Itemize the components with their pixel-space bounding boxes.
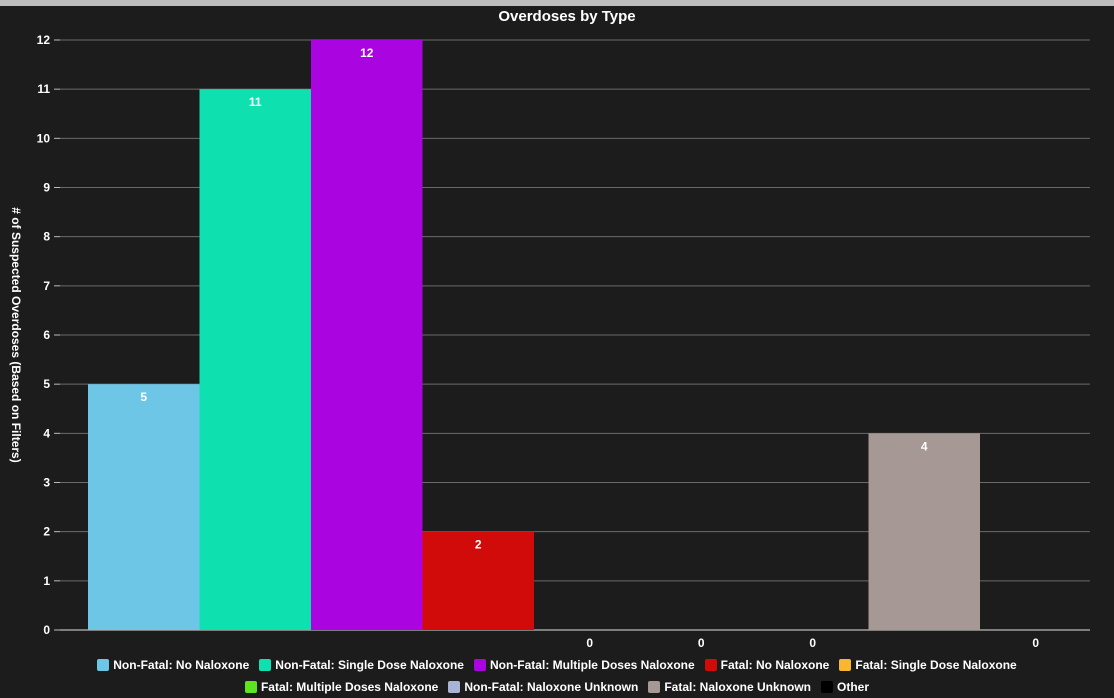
y-tick-label: 9	[43, 181, 50, 195]
legend-item[interactable]: Non-Fatal: No Naloxone	[97, 654, 249, 676]
data-label: 0	[1032, 636, 1039, 650]
legend-label: Fatal: Single Dose Naloxone	[855, 658, 1017, 672]
legend-item[interactable]: Non-Fatal: Multiple Doses Naloxone	[473, 654, 695, 676]
bar[interactable]	[199, 89, 312, 630]
data-label: 0	[586, 636, 593, 650]
data-label: 12	[360, 46, 374, 60]
bar[interactable]	[311, 40, 423, 630]
legend-swatch	[704, 659, 717, 671]
y-tick-label: 6	[43, 328, 50, 342]
y-tick-label: 10	[37, 131, 51, 145]
y-tick-label: 4	[43, 426, 50, 440]
data-labels: 5 11 12 2 0 0 0 4 0	[140, 46, 1039, 650]
top-bar	[0, 0, 1114, 6]
legend-swatch	[448, 681, 461, 693]
legend-label: Non-Fatal: Single Dose Naloxone	[275, 658, 464, 672]
legend-item[interactable]: Fatal: Multiple Doses Naloxone	[244, 676, 439, 698]
data-label: 5	[140, 390, 147, 404]
bar[interactable]	[422, 531, 535, 630]
legend-item[interactable]: Fatal: Single Dose Naloxone	[839, 654, 1017, 676]
legend-swatch	[97, 659, 110, 671]
bars	[88, 40, 980, 630]
y-tick-label: 2	[43, 525, 50, 539]
y-tick-label: 3	[43, 476, 50, 490]
legend-row: Fatal: Multiple Doses Naloxone Non-Fatal:…	[0, 676, 1114, 698]
legend-item[interactable]: Non-Fatal: Single Dose Naloxone	[259, 654, 464, 676]
y-tick-label: 7	[43, 279, 50, 293]
legend-row: Non-Fatal: No Naloxone Non-Fatal: Single …	[0, 654, 1114, 676]
legend-label: Non-Fatal: Naloxone Unknown	[464, 680, 639, 694]
y-tick-label: 12	[37, 33, 51, 47]
data-label: 0	[698, 636, 705, 650]
legend-swatch	[259, 659, 272, 671]
legend-item[interactable]: Fatal: Naloxone Unknown	[648, 676, 811, 698]
legend-swatch	[839, 659, 852, 671]
data-label: 11	[249, 95, 262, 109]
legend-item[interactable]: Non-Fatal: Naloxone Unknown	[448, 676, 638, 698]
legend-label: Fatal: Multiple Doses Naloxone	[260, 680, 439, 694]
legend-label: Non-Fatal: No Naloxone	[113, 658, 250, 672]
legend-item[interactable]: Other	[821, 676, 869, 698]
legend-swatch	[473, 659, 486, 671]
data-label: 4	[921, 439, 928, 453]
y-axis-label: # of Suspected Overdoses (Based on Filte…	[9, 207, 23, 462]
legend-item[interactable]: Fatal: No Naloxone	[704, 654, 830, 676]
legend-label: Fatal: Naloxone Unknown	[664, 680, 812, 694]
y-tick-label: 0	[43, 623, 50, 637]
chart-title: Overdoses by Type	[498, 8, 635, 25]
legend-swatch	[648, 681, 661, 693]
y-tick-label: 11	[37, 82, 50, 96]
y-tick-label: 5	[43, 377, 50, 391]
data-label: 0	[809, 636, 816, 650]
y-tick-label: 8	[43, 230, 50, 244]
legend-label: Fatal: No Naloxone	[720, 658, 830, 672]
legend-label: Non-Fatal: Multiple Doses Naloxone	[489, 658, 695, 672]
data-label: 2	[475, 538, 482, 552]
bar[interactable]	[88, 384, 200, 630]
legend-swatch	[244, 681, 257, 693]
legend: Non-Fatal: No Naloxone Non-Fatal: Single …	[0, 654, 1114, 698]
bar[interactable]	[868, 433, 981, 630]
legend-label: Other	[837, 680, 870, 694]
legend-swatch	[821, 681, 834, 693]
y-tick-label: 1	[43, 574, 50, 588]
